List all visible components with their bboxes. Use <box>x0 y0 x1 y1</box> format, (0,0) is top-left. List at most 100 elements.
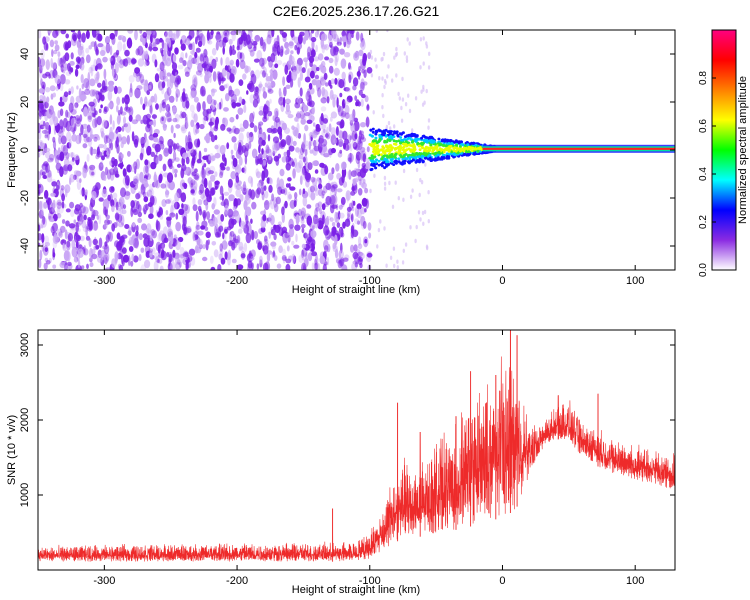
heatmap-noise-cell <box>47 157 54 163</box>
heatmap-noise-cell <box>379 219 382 224</box>
heatmap-noise-cell <box>344 99 350 105</box>
heatmap-noise-cell <box>253 86 260 95</box>
heatmap-noise-cell <box>114 251 119 262</box>
heatmap-noise-cell <box>75 241 79 249</box>
heatmap-noise-cell <box>230 99 236 107</box>
heatmap-noise-cell <box>145 203 149 211</box>
heatmap-noise-cell <box>159 242 166 249</box>
heatmap-signal-cell <box>472 141 476 145</box>
heatmap-signal-cell <box>381 145 385 149</box>
heatmap-noise-cell <box>161 87 165 95</box>
heatmap-noise-cell <box>38 201 41 211</box>
heatmap-noise-cell <box>69 177 72 185</box>
heatmap-noise-cell <box>67 235 72 241</box>
heatmap-noise-cell <box>286 74 291 83</box>
heatmap-noise-cell <box>89 104 94 114</box>
heatmap-noise-cell <box>260 220 267 229</box>
heatmap-noise-cell <box>350 190 356 196</box>
heatmap-noise-cell <box>190 119 195 128</box>
heatmap-noise-cell <box>411 128 414 133</box>
heatmap-noise-cell <box>267 134 271 142</box>
heatmap-noise-cell <box>142 31 147 39</box>
heatmap-noise-cell <box>299 110 306 119</box>
heatmap-noise-cell <box>229 230 235 237</box>
heatmap-noise-cell <box>195 36 198 45</box>
heatmap-noise-cell <box>68 90 71 95</box>
heatmap-noise-cell <box>274 108 279 118</box>
heatmap-noise-cell <box>419 217 422 222</box>
heatmap-noise-cell <box>314 74 320 80</box>
heatmap-noise-cell <box>111 67 115 77</box>
heatmap-noise-cell <box>148 121 155 126</box>
heatmap-noise-cell <box>287 177 292 182</box>
heatmap-noise-cell <box>200 193 205 200</box>
heatmap-noise-cell <box>116 241 121 252</box>
heatmap-noise-cell <box>153 260 159 270</box>
heatmap-noise-cell <box>218 225 224 232</box>
heatmap-noise-cell <box>116 129 119 136</box>
heatmap-noise-cell <box>126 134 130 145</box>
heatmap-noise-cell <box>137 211 142 218</box>
heatmap-noise-cell <box>201 220 208 228</box>
heatmap-noise-cell <box>228 85 233 96</box>
heatmap-noise-cell <box>253 43 257 49</box>
heatmap-noise-cell <box>414 238 417 244</box>
heatmap-noise-cell <box>175 77 181 83</box>
heatmap-signal-cell <box>442 150 446 154</box>
heatmap-noise-cell <box>391 204 395 209</box>
heatmap-noise-cell <box>68 102 74 113</box>
heatmap-signal-cell <box>375 141 379 145</box>
heatmap-signal-cell <box>423 156 427 160</box>
heatmap-noise-cell <box>290 50 294 55</box>
heatmap-noise-cell <box>285 183 290 188</box>
heatmap-noise-cell <box>98 95 102 102</box>
heatmap-noise-cell <box>124 106 130 112</box>
heatmap-noise-cell <box>148 188 155 198</box>
heatmap-noise-cell <box>220 214 225 222</box>
heatmap-signal-cell <box>391 146 394 150</box>
heatmap-noise-cell <box>132 208 139 216</box>
heatmap-noise-cell <box>145 60 150 66</box>
heatmap-noise-cell <box>149 234 153 242</box>
heatmap-noise-cell <box>235 58 240 68</box>
heatmap-signal-cell <box>425 138 429 142</box>
heatmap-signal-cell <box>422 134 426 138</box>
heatmap-noise-cell <box>182 88 186 93</box>
heatmap-noise-cell <box>93 136 98 142</box>
heatmap-noise-cell <box>150 33 153 44</box>
heatmap-noise-cell <box>86 223 93 232</box>
heatmap-noise-cell <box>50 192 56 197</box>
heatmap-noise-cell <box>155 180 161 189</box>
heatmap-noise-cell <box>104 241 108 247</box>
heatmap-noise-cell <box>281 226 288 234</box>
heatmap-noise-cell <box>254 69 261 79</box>
heatmap-noise-cell <box>46 96 50 103</box>
heatmap-noise-cell <box>162 98 167 105</box>
heatmap-noise-cell <box>281 212 285 223</box>
heatmap-signal-cell <box>383 150 387 154</box>
heatmap-noise-cell <box>164 31 171 41</box>
heatmap-noise-cell <box>293 129 298 137</box>
heatmap-cells <box>38 30 675 270</box>
heatmap-noise-cell <box>262 159 267 166</box>
heatmap-noise-cell <box>152 42 157 49</box>
heatmap-noise-cell <box>65 33 69 39</box>
heatmap-noise-cell <box>334 186 337 196</box>
heatmap-noise-cell <box>288 144 291 150</box>
heatmap-noise-cell <box>65 208 71 213</box>
heatmap-noise-cell <box>404 102 408 107</box>
snr-line <box>38 330 675 562</box>
heatmap-noise-cell <box>366 146 370 153</box>
heatmap-noise-cell <box>122 168 127 177</box>
heatmap-noise-cell <box>299 175 303 186</box>
heatmap-noise-cell <box>60 185 65 191</box>
heatmap-noise-cell <box>396 265 399 270</box>
heatmap-noise-cell <box>174 113 180 123</box>
heatmap-noise-cell <box>222 46 225 55</box>
heatmap-noise-cell <box>394 180 397 185</box>
heatmap-noise-cell <box>94 40 97 52</box>
heatmap-noise-cell <box>235 188 241 198</box>
heatmap-noise-cell <box>281 206 285 216</box>
heatmap-noise-cell <box>298 208 302 216</box>
heatmap-noise-cell <box>319 123 326 130</box>
